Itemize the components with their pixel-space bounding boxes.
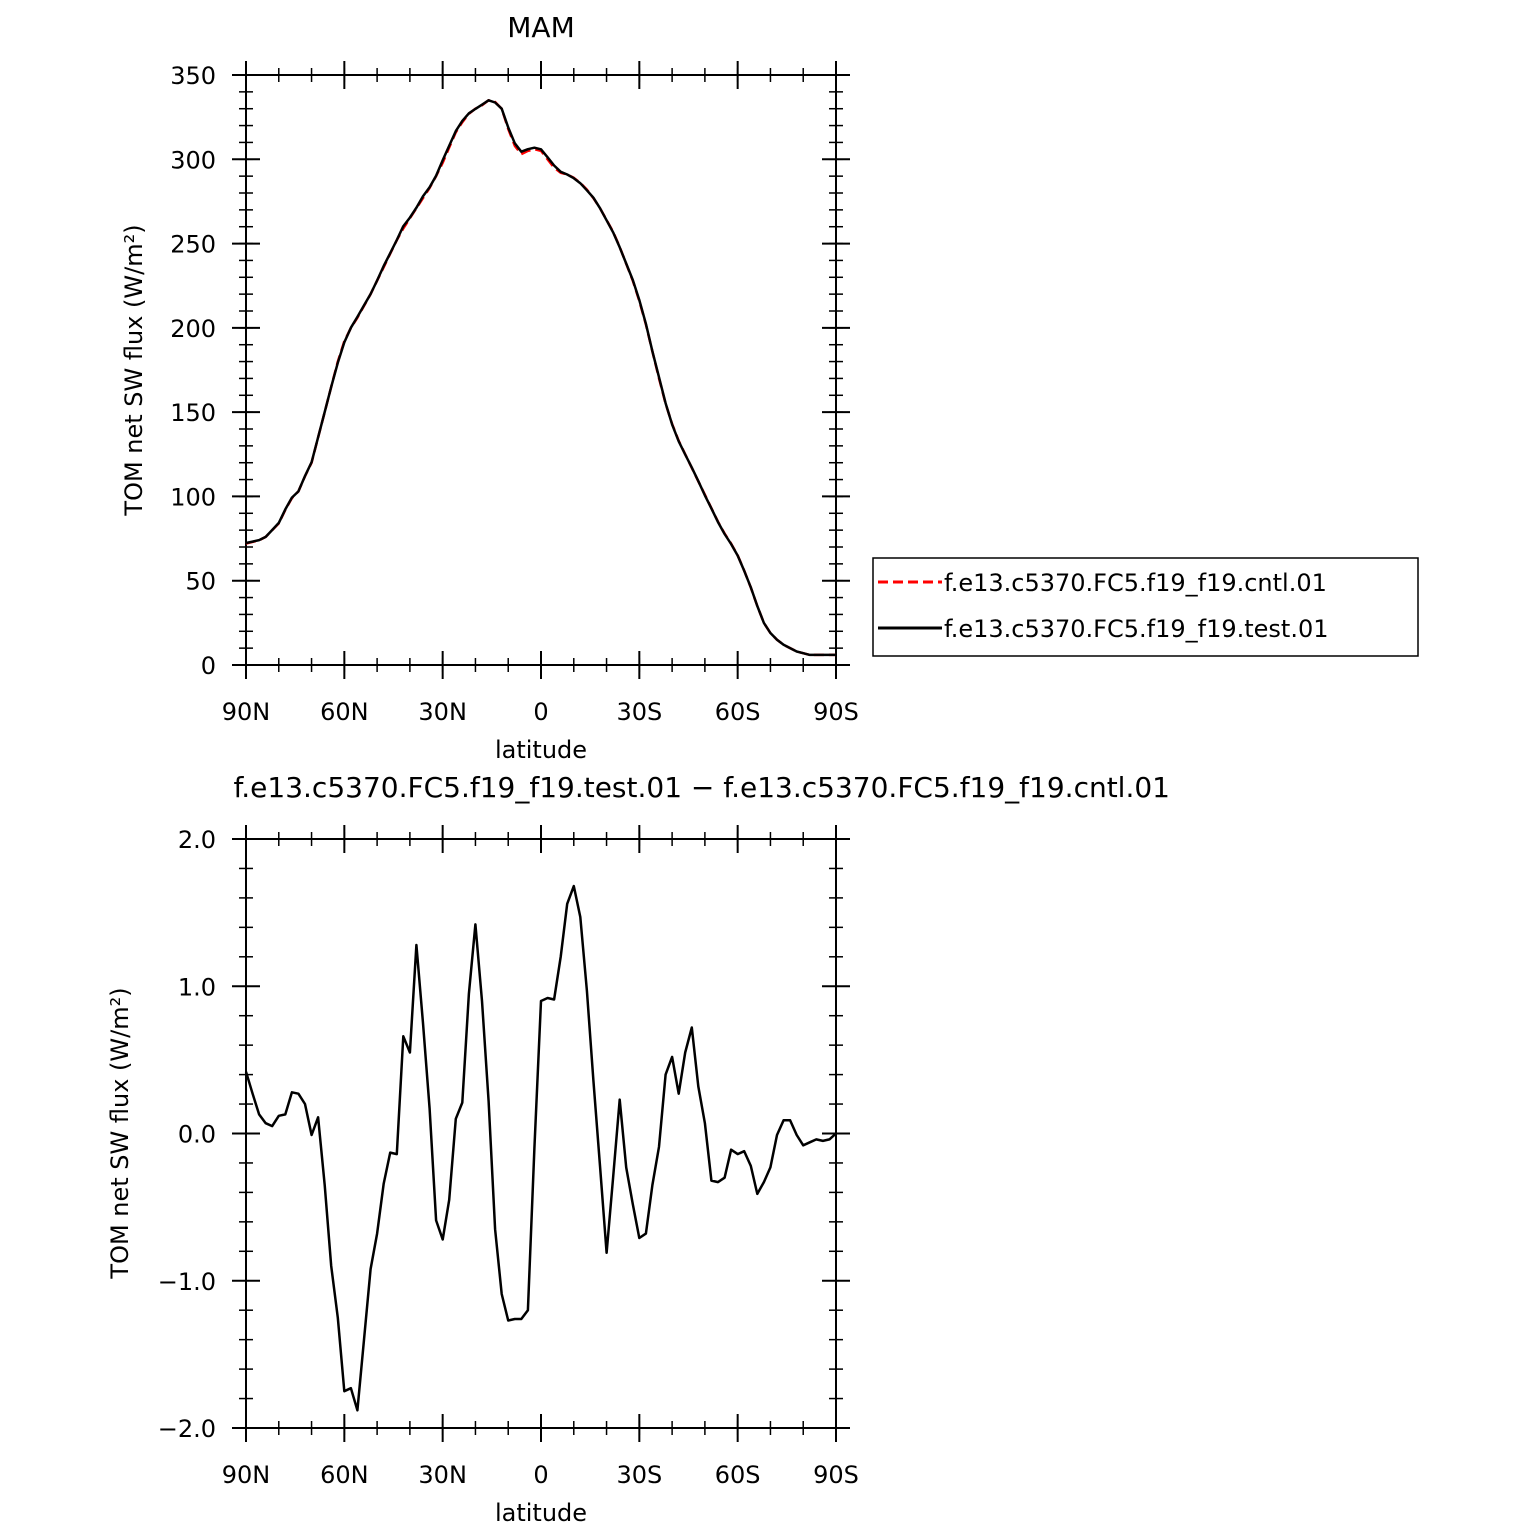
top-panel: MAM 0 50 100 150 200 250 300 350 90N 60N 30N 0 30S 6… bbox=[120, 11, 859, 764]
x-tick-label: 60N bbox=[320, 1461, 369, 1489]
y-tick-label: 0 bbox=[201, 652, 216, 680]
x-tick-label: 0 bbox=[533, 698, 548, 726]
plot-frame bbox=[245, 838, 837, 1429]
y-tick-labels: 0 50 100 150 200 250 300 350 bbox=[170, 62, 216, 680]
y-tick-label: −1.0 bbox=[158, 1268, 216, 1296]
y-tick-label: 50 bbox=[185, 568, 216, 596]
series-lines bbox=[245, 99, 836, 657]
y-tick-label: 150 bbox=[170, 399, 216, 427]
difference-title: f.e13.c5370.FC5.f19_f19.test.01 − f.e13.… bbox=[233, 771, 1170, 804]
series-line-0 bbox=[244, 884, 837, 1412]
x-tick-labels: 90N 60N 30N 0 30S 60S 90S bbox=[222, 698, 859, 726]
x-axis-label: latitude bbox=[495, 736, 587, 764]
y-tick-label: 100 bbox=[170, 483, 216, 511]
x-tick-label: 90S bbox=[813, 698, 859, 726]
y-tick-label: 0.0 bbox=[178, 1121, 216, 1149]
axis-ticks bbox=[232, 61, 850, 679]
y-tick-labels: −2.0 −1.0 0.0 1.0 2.0 bbox=[158, 826, 216, 1443]
legend-box bbox=[872, 557, 1419, 657]
y-tick-label: 2.0 bbox=[178, 826, 216, 854]
y-tick-label: 1.0 bbox=[178, 973, 216, 1001]
x-tick-label: 30S bbox=[616, 698, 662, 726]
x-axis-label: latitude bbox=[495, 1499, 587, 1527]
x-tick-label: 30N bbox=[418, 1461, 467, 1489]
chart-title: MAM bbox=[507, 11, 574, 44]
series-lines bbox=[244, 884, 837, 1412]
series-line-1 bbox=[245, 99, 836, 657]
legend-label-cntl: f.e13.c5370.FC5.f19_f19.cntl.01 bbox=[944, 569, 1327, 597]
bottom-panel: f.e13.c5370.FC5.f19_f19.test.01 − f.e13.… bbox=[106, 771, 1170, 1527]
legend-label-test: f.e13.c5370.FC5.f19_f19.test.01 bbox=[944, 615, 1329, 643]
x-tick-label: 90S bbox=[813, 1461, 859, 1489]
x-tick-label: 60N bbox=[320, 698, 369, 726]
x-tick-labels: 90N 60N 30N 0 30S 60S 90S bbox=[222, 1461, 859, 1489]
x-tick-label: 90N bbox=[222, 698, 271, 726]
axis-ticks bbox=[232, 825, 850, 1442]
legend: f.e13.c5370.FC5.f19_f19.cntl.01 f.e13.c5… bbox=[872, 557, 1419, 657]
y-tick-label: 250 bbox=[170, 231, 216, 259]
y-tick-label: 350 bbox=[170, 62, 216, 90]
y-tick-label: 300 bbox=[170, 146, 216, 174]
y-axis-label: TOM net SW flux (W/m²) bbox=[120, 224, 148, 516]
x-tick-label: 90N bbox=[222, 1461, 271, 1489]
y-axis-label: TOM net SW flux (W/m²) bbox=[106, 987, 134, 1279]
y-tick-label: −2.0 bbox=[158, 1415, 216, 1443]
x-tick-label: 30S bbox=[616, 1461, 662, 1489]
x-tick-label: 60S bbox=[715, 1461, 761, 1489]
x-tick-label: 0 bbox=[533, 1461, 548, 1489]
x-tick-label: 30N bbox=[418, 698, 467, 726]
x-tick-label: 60S bbox=[715, 698, 761, 726]
y-tick-label: 200 bbox=[170, 315, 216, 343]
